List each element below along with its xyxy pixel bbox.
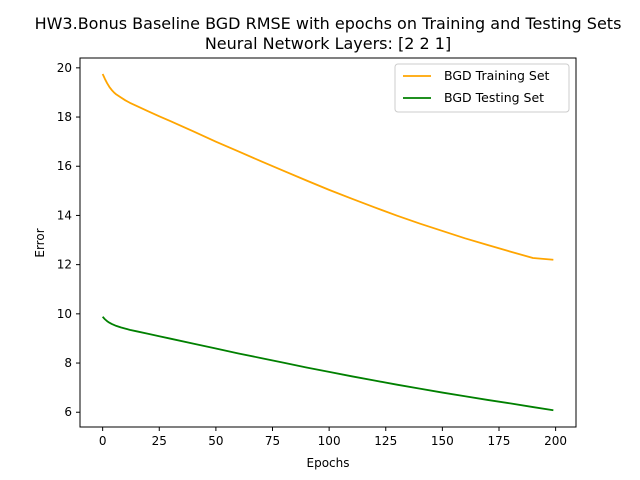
plot-series <box>101 73 554 412</box>
legend: BGD Training Set BGD Testing Set <box>394 63 570 113</box>
series-line-training <box>101 73 554 261</box>
x-tick-label: 50 <box>208 434 223 448</box>
y-tick-label: 18 <box>57 110 72 124</box>
legend-label-training: BGD Training Set <box>444 68 550 83</box>
y-tick-label: 20 <box>57 61 72 75</box>
chart-subtitle: Neural Network Layers: [2 2 1] <box>205 34 451 53</box>
series-line-testing <box>101 316 554 412</box>
x-tick-label: 125 <box>374 434 397 448</box>
x-tick-label: 100 <box>318 434 341 448</box>
x-tick-label: 200 <box>544 434 567 448</box>
legend-label-testing: BGD Testing Set <box>444 90 544 105</box>
y-axis-label: Error <box>33 228 47 257</box>
chart-title: HW3.Bonus Baseline BGD RMSE with epochs … <box>35 14 622 33</box>
y-tick-label: 10 <box>57 307 72 321</box>
x-tick-label: 25 <box>152 434 167 448</box>
y-tick-label: 6 <box>64 405 72 419</box>
legend-box <box>394 63 570 113</box>
plot-frame <box>79 57 577 428</box>
x-tick-label: 175 <box>488 434 511 448</box>
y-tick-label: 14 <box>57 208 72 222</box>
x-tick-label: 0 <box>99 434 107 448</box>
y-tick-label: 12 <box>57 258 72 272</box>
axis-ticks: 0 25 50 75 100 125 150 175 200 6 8 10 12 14 16 18 20 <box>57 61 567 448</box>
x-tick-label: 75 <box>265 434 280 448</box>
y-tick-label: 16 <box>57 159 72 173</box>
x-tick-label: 150 <box>431 434 454 448</box>
x-axis-label: Epochs <box>307 456 350 470</box>
y-tick-label: 8 <box>64 356 72 370</box>
